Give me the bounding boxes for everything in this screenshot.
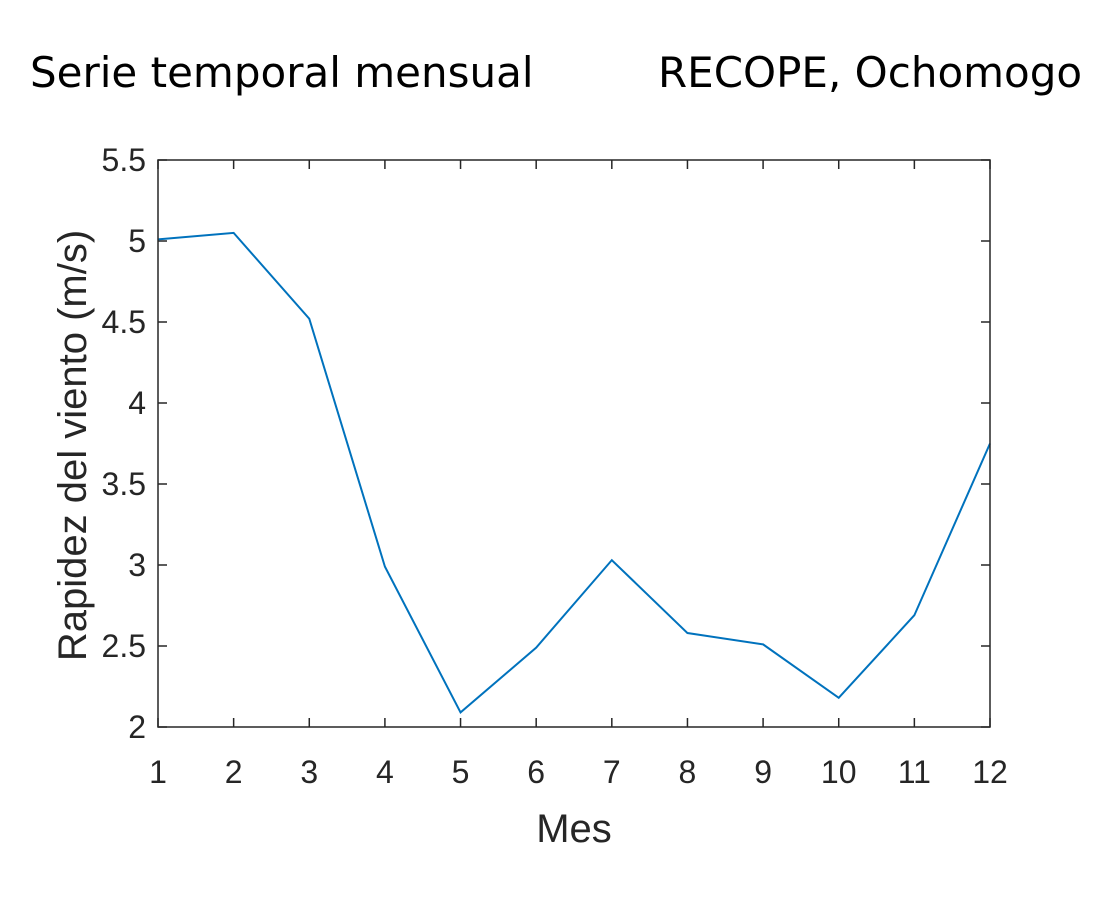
x-tick-label: 5 — [452, 754, 470, 790]
x-tick-label: 2 — [225, 754, 243, 790]
y-tick-label: 3.5 — [102, 466, 146, 502]
x-tick-label: 3 — [300, 754, 318, 790]
x-tick-label: 7 — [603, 754, 621, 790]
y-tick-label: 3 — [128, 547, 146, 583]
y-tick-label: 5 — [128, 223, 146, 259]
y-axis-label: Rapidez del viento (m/s) — [51, 230, 95, 661]
x-tick-label: 4 — [376, 754, 394, 790]
x-tick-label: 6 — [527, 754, 545, 790]
x-tick-label: 10 — [821, 754, 857, 790]
x-tick-label: 12 — [972, 754, 1008, 790]
chart-title-left: Serie temporal mensual — [30, 48, 534, 97]
x-axis-label: Mes — [536, 807, 612, 851]
y-tick-label: 5.5 — [102, 142, 146, 178]
y-tick-label: 2 — [128, 709, 146, 745]
x-tick-label: 9 — [754, 754, 772, 790]
plot-area-frame — [157, 159, 991, 728]
x-tick-label: 1 — [149, 754, 167, 790]
y-tick-label: 4 — [128, 385, 146, 421]
x-tick-label: 8 — [679, 754, 697, 790]
x-tick-label: 11 — [898, 754, 931, 790]
y-tick-label: 2.5 — [102, 628, 146, 664]
series-line — [157, 231, 991, 714]
chart-title-right: RECOPE, Ochomogo — [658, 48, 1083, 97]
y-tick-label: 4.5 — [102, 304, 146, 340]
